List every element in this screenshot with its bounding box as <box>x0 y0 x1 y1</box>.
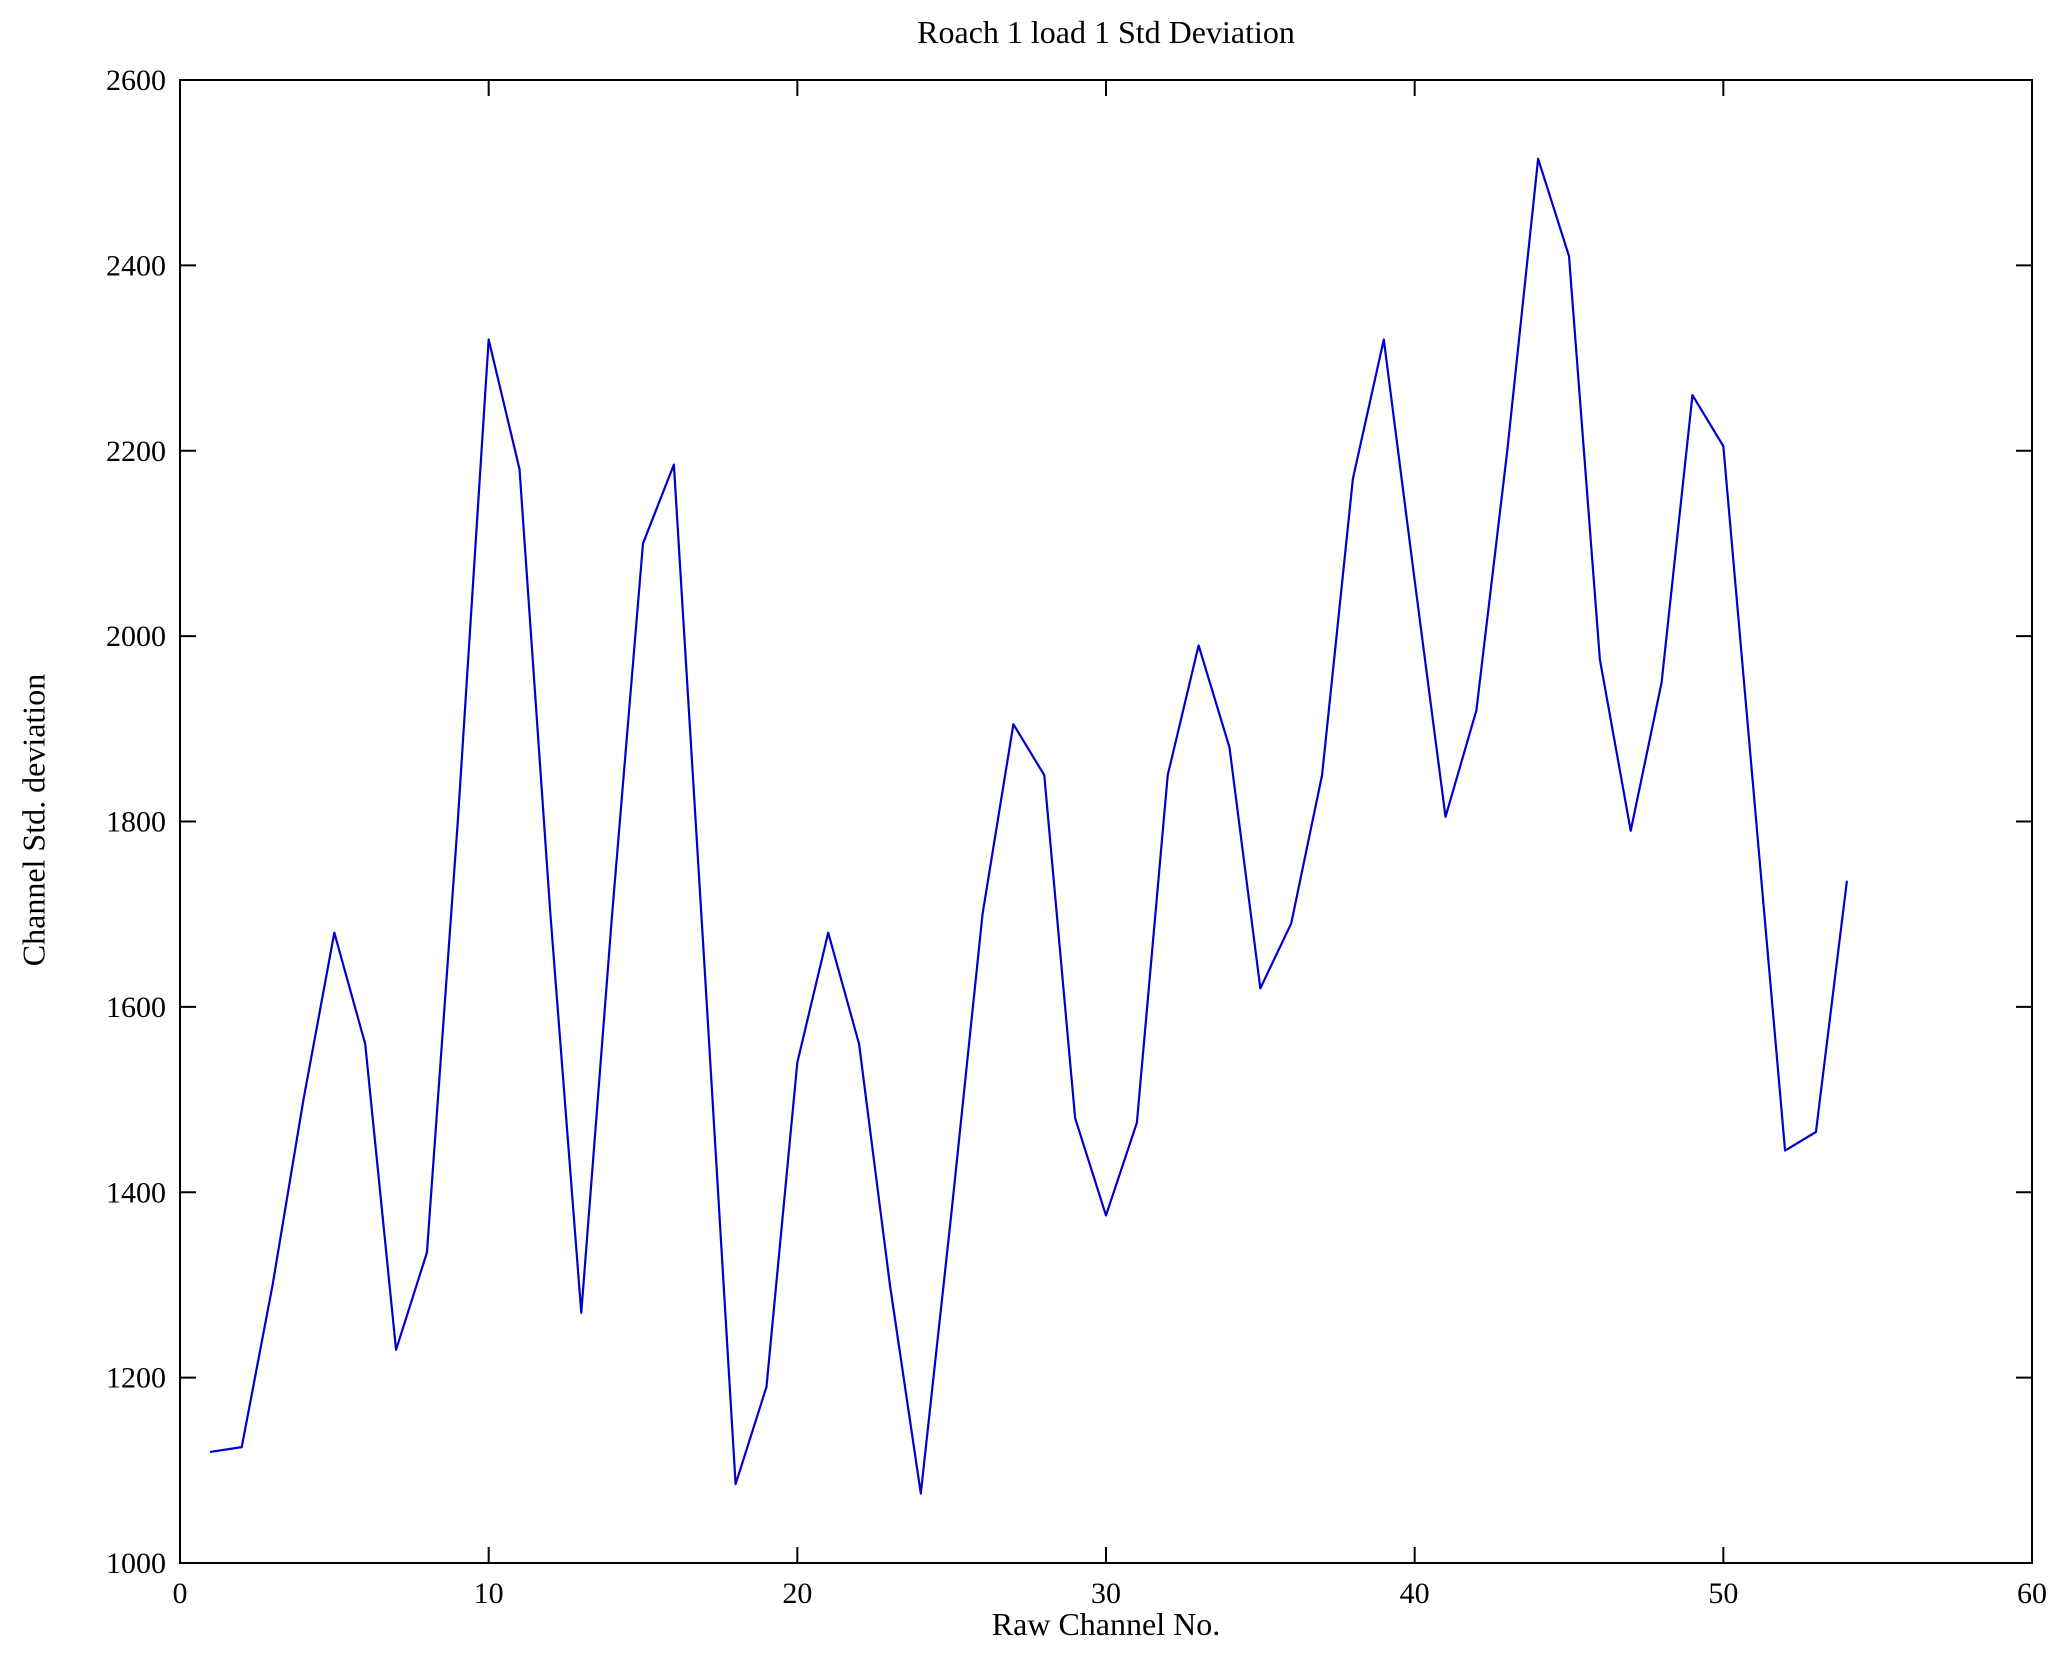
x-tick-label: 50 <box>1708 1577 1738 1610</box>
x-tick-label: 30 <box>1091 1577 1121 1610</box>
y-tick-label: 1200 <box>106 1362 166 1395</box>
y-tick-label: 1600 <box>106 991 166 1024</box>
x-tick-label: 60 <box>2017 1577 2047 1610</box>
x-tick-label: 10 <box>474 1577 504 1610</box>
x-axis-label: Raw Channel No. <box>991 1606 1221 1642</box>
chart-title: Roach 1 load 1 Std Deviation <box>917 14 1295 50</box>
y-tick-label: 2400 <box>106 249 166 282</box>
y-tick-label: 2200 <box>106 435 166 468</box>
data-line <box>209 157 1848 1495</box>
x-tick-label: 40 <box>1400 1577 1430 1610</box>
y-tick-label: 2000 <box>106 620 166 653</box>
x-tick-label: 20 <box>782 1577 812 1610</box>
y-tick-label: 1800 <box>106 806 166 839</box>
x-tick-label: 0 <box>173 1577 188 1610</box>
y-tick-label: 2600 <box>106 64 166 97</box>
y-tick-label: 1000 <box>106 1547 166 1580</box>
y-tick-label: 1400 <box>106 1176 166 1209</box>
